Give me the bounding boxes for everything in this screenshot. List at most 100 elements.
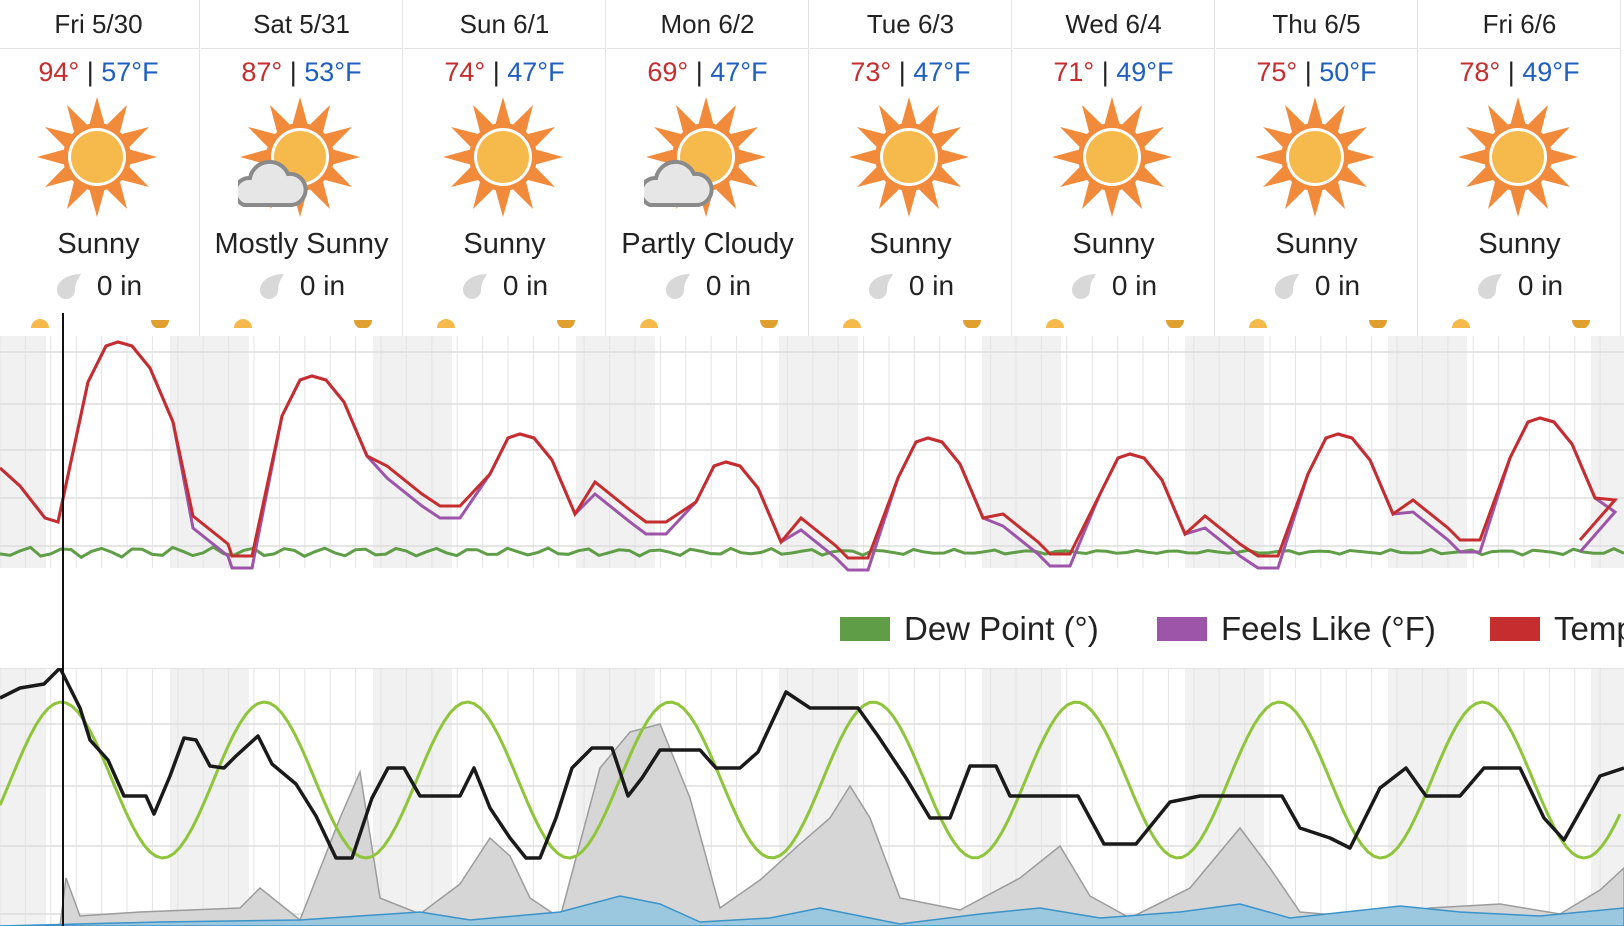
raindrop-icon	[56, 274, 81, 299]
sunrise-icon	[1249, 319, 1267, 328]
raindrop-icon	[462, 274, 487, 299]
precip-value: 0 in	[96, 270, 143, 301]
day-label: Thu 6/5	[1216, 0, 1417, 49]
sun-icon	[441, 95, 565, 219]
day-column[interactable]: Sun 6/1 74° | 47°F Sunny 0 in	[404, 0, 606, 336]
legend-label: Dew Point (°)	[904, 610, 1099, 647]
day-temps: 73° | 47°F	[850, 57, 971, 87]
condition-text: Sunny	[57, 228, 140, 260]
sunrise-icon	[437, 319, 455, 328]
precip-amount: 0 in	[201, 270, 402, 302]
high-temp: 75°	[1256, 57, 1298, 87]
sunrise-icon	[640, 319, 658, 328]
precip-value: 0 in	[705, 270, 752, 301]
high-temp: 94°	[38, 57, 80, 87]
sunrise-sunset-markers	[437, 319, 575, 328]
high-temp: 69°	[647, 57, 689, 87]
sunset-icon	[963, 320, 981, 328]
legend-swatch	[840, 617, 890, 641]
sunset-icon	[1166, 320, 1184, 328]
sunrise-sunset-markers	[1046, 319, 1184, 328]
dew-point-line	[0, 545, 1624, 560]
sunset-icon	[1572, 320, 1590, 328]
sunrise-sunset-markers	[843, 319, 981, 328]
partly-cloudy-icon	[639, 95, 768, 219]
day-label: Sat 5/31	[201, 0, 402, 49]
day-column[interactable]: Mon 6/2 69° | 47°F Partly Cloudy 0 in	[607, 0, 809, 336]
low-temp: 57°F	[101, 57, 159, 87]
sun-icon	[1456, 95, 1580, 219]
time-cursor-line[interactable]	[62, 313, 64, 926]
condition-text: Sunny	[1478, 228, 1561, 260]
sunrise-icon	[1046, 319, 1064, 328]
precip-amount: 0 in	[810, 270, 1011, 302]
legend-item[interactable]: Temp	[1490, 610, 1624, 648]
sunrise-icon	[843, 319, 861, 328]
sunrise-icon	[234, 319, 252, 328]
day-temps: 75° | 50°F	[1256, 57, 1377, 87]
day-column[interactable]: Fri 5/30 94° | 57°F Sunny 0 in	[0, 0, 200, 336]
precip-probability-area	[0, 895, 1624, 926]
precip-amount: 0 in	[1013, 270, 1214, 302]
wind-speed-line	[0, 668, 1624, 860]
humidity-line	[0, 700, 1622, 860]
day-temps: 87° | 53°F	[241, 57, 362, 87]
raindrop-icon	[1274, 274, 1299, 299]
daily-forecast-strip: Fri 5/30 94° | 57°F Sunny 0 in Sat 5/31 …	[0, 0, 1624, 336]
day-label: Tue 6/3	[810, 0, 1011, 49]
day-column[interactable]: Wed 6/4 71° | 49°F Sunny 0 in	[1013, 0, 1215, 336]
condition-text: Partly Cloudy	[621, 228, 794, 260]
day-label: Mon 6/2	[607, 0, 808, 49]
low-temp: 49°F	[1116, 57, 1174, 87]
day-temps: 69° | 47°F	[647, 57, 768, 87]
precip-amount: 0 in	[1419, 270, 1620, 302]
sun-icon	[847, 95, 971, 219]
high-temp: 78°	[1459, 57, 1501, 87]
legend-item[interactable]: Feels Like (°F)	[1157, 610, 1436, 648]
legend-label: Temp	[1554, 610, 1624, 647]
high-temp: 71°	[1053, 57, 1095, 87]
legend-swatch	[1490, 617, 1540, 641]
condition-text: Sunny	[1072, 228, 1155, 260]
temperature-chart	[0, 336, 1624, 572]
sunrise-sunset-markers	[640, 319, 778, 328]
raindrop-icon	[1477, 274, 1502, 299]
low-temp: 50°F	[1319, 57, 1377, 87]
mostly-sunny-icon	[233, 95, 362, 219]
condition-text: Mostly Sunny	[214, 228, 389, 260]
day-label: Fri 6/6	[1419, 0, 1620, 49]
precip-amount: 0 in	[404, 270, 605, 302]
low-temp: 47°F	[710, 57, 768, 87]
sunset-icon	[354, 320, 372, 328]
raindrop-icon	[665, 274, 690, 299]
sunset-icon	[557, 320, 575, 328]
sunrise-icon	[31, 319, 49, 328]
low-temp: 49°F	[1522, 57, 1580, 87]
raindrop-icon	[868, 274, 893, 299]
sunrise-sunset-markers	[234, 319, 372, 328]
day-temps: 71° | 49°F	[1053, 57, 1174, 87]
low-temp: 53°F	[304, 57, 362, 87]
day-label: Fri 5/30	[0, 0, 199, 49]
low-temp: 47°F	[913, 57, 971, 87]
sunset-icon	[760, 320, 778, 328]
day-column[interactable]: Thu 6/5 75° | 50°F Sunny 0 in	[1216, 0, 1418, 336]
high-temp: 73°	[850, 57, 892, 87]
legend-swatch	[1157, 617, 1207, 641]
day-column[interactable]: Tue 6/3 73° | 47°F Sunny 0 in	[810, 0, 1012, 336]
legend-label: Feels Like (°F)	[1221, 610, 1436, 647]
wind-humidity-chart	[0, 668, 1624, 926]
raindrop-icon	[259, 274, 284, 299]
day-column[interactable]: Sat 5/31 87° | 53°F Mostly Sunny 0 in	[201, 0, 403, 336]
raindrop-icon	[1071, 274, 1096, 299]
precip-value: 0 in	[1517, 270, 1564, 301]
precip-amount: 0 in	[0, 270, 199, 302]
condition-text: Sunny	[869, 228, 952, 260]
precip-value: 0 in	[1111, 270, 1158, 301]
high-temp: 87°	[241, 57, 283, 87]
day-column[interactable]: Fri 6/6 78° | 49°F Sunny 0 in	[1419, 0, 1621, 336]
precip-amount: 0 in	[607, 270, 808, 302]
condition-text: Sunny	[1275, 228, 1358, 260]
day-temps: 78° | 49°F	[1459, 57, 1580, 87]
legend-item[interactable]: Dew Point (°)	[840, 610, 1099, 648]
